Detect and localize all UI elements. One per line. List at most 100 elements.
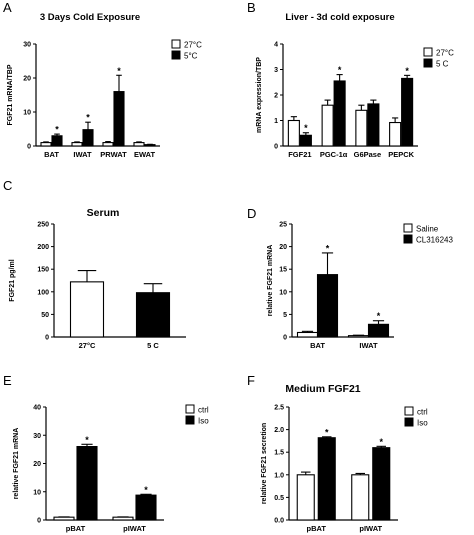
y-tick-label: 200 — [37, 244, 49, 251]
legend-swatch — [403, 234, 413, 244]
legend-swatch — [423, 47, 433, 57]
bar — [287, 119, 300, 147]
significance-marker: * — [85, 435, 89, 445]
y-tick-label: 2.5 — [274, 405, 284, 412]
x-tick-label: PGC-1α — [320, 150, 348, 159]
y-tick-label: 4 — [274, 42, 278, 49]
bar — [76, 445, 98, 521]
panel-letter: E — [3, 373, 12, 388]
bar — [69, 281, 105, 338]
significance-marker: * — [55, 125, 59, 135]
x-tick-label: pIWAT — [359, 524, 382, 533]
y-tick-label: 40 — [33, 405, 41, 412]
panel-letter: F — [247, 373, 255, 388]
y-tick-label: 0 — [283, 335, 287, 342]
y-tick-label: 0 — [37, 518, 41, 525]
y-tick-label: 250 — [37, 222, 49, 229]
bar — [347, 335, 370, 338]
legend-label: ctrl — [198, 406, 209, 415]
bar — [135, 292, 171, 338]
y-tick-label: 1.0 — [274, 472, 284, 479]
legend-swatch — [404, 406, 414, 416]
bar — [316, 274, 339, 338]
chart-title: Medium FGF21 — [285, 383, 360, 395]
significance-marker: * — [144, 485, 148, 495]
y-tick-label: 10 — [279, 289, 287, 296]
y-tick-label: 0 — [274, 144, 278, 151]
legend-label: 27°C — [436, 49, 454, 58]
legend-swatch — [171, 39, 181, 49]
significance-marker: * — [325, 427, 329, 437]
y-tick-label: 20 — [33, 461, 41, 468]
chart-title: 3 Days Cold Exposure — [40, 12, 140, 23]
bar — [299, 134, 312, 147]
bar — [135, 494, 157, 521]
y-tick-label: 20 — [23, 76, 31, 83]
legend-label: ctrl — [417, 408, 428, 417]
legend-label: 5 C — [436, 60, 449, 69]
y-tick-label: 25 — [279, 222, 287, 229]
panel-b: B Liver - 3d cold exposure 0 1 2 3 4 mRNA expre… — [247, 0, 454, 159]
bar — [333, 80, 346, 147]
y-axis-label: relative FGF21 mRNA — [13, 428, 20, 500]
y-tick-label: 3 — [274, 67, 278, 74]
y-tick-label: 150 — [37, 267, 49, 274]
legend-swatch — [171, 50, 181, 60]
legend-swatch — [404, 417, 414, 427]
y-tick-label: 0.5 — [274, 495, 284, 502]
y-tick-label: 15 — [279, 267, 287, 274]
x-tick-label: pBAT — [66, 524, 86, 533]
bar — [367, 323, 390, 338]
bar — [112, 516, 134, 521]
panel-a: A 3 Days Cold Exposure 0 10 20 30 FGF21 mRNA/T… — [3, 0, 202, 159]
significance-marker: * — [377, 311, 381, 321]
significance-marker: * — [304, 123, 308, 133]
x-tick-label: pBAT — [307, 524, 327, 533]
x-tick-label: FGF21 — [288, 150, 311, 159]
panel-letter: C — [3, 178, 12, 193]
y-tick-label: 0 — [45, 335, 49, 342]
y-axis-label: relative FGF21 secretion — [261, 423, 268, 504]
y-tick-label: 0.0 — [274, 518, 284, 525]
bar — [355, 109, 368, 147]
y-axis-label: FGF21 pg/ml — [9, 259, 16, 301]
bar — [296, 474, 315, 521]
significance-marker: * — [117, 66, 121, 76]
bar — [102, 142, 114, 147]
bar — [367, 103, 380, 147]
y-tick-label: 10 — [33, 489, 41, 496]
y-tick-label: 30 — [33, 433, 41, 440]
y-axis-label: FGF21 mRNA/TBP — [7, 64, 14, 125]
y-axis-label: relative FGF21 mRNA — [267, 245, 274, 317]
bar — [51, 135, 63, 147]
y-tick-label: 10 — [23, 110, 31, 117]
significance-marker: * — [338, 65, 342, 75]
significance-marker: * — [326, 243, 330, 253]
y-tick-label: 2.0 — [274, 427, 284, 434]
bar — [53, 516, 75, 521]
legend-label: 5°C — [184, 52, 198, 61]
x-tick-label: IWAT — [73, 150, 92, 159]
y-tick-label: 1.5 — [274, 450, 284, 457]
y-tick-label: 1 — [274, 118, 278, 125]
panel-letter: D — [247, 206, 256, 221]
y-tick-label: 5 — [283, 312, 287, 319]
x-tick-label: 5 C — [147, 341, 159, 350]
significance-marker: * — [86, 113, 90, 123]
x-tick-label: EWAT — [134, 150, 156, 159]
legend-swatch — [185, 404, 195, 414]
panel-e: E 0 10 20 30 40 relative FGF21 mRNA * pBAT * pIWAT… — [3, 373, 209, 533]
y-tick-label: 50 — [41, 312, 49, 319]
chart-title: Serum — [87, 207, 120, 219]
bar — [321, 104, 334, 147]
bar — [372, 447, 391, 521]
legend-swatch — [185, 415, 195, 425]
significance-marker: * — [379, 437, 383, 447]
significance-marker: * — [405, 66, 409, 76]
x-tick-label: BAT — [44, 150, 59, 159]
panel-letter: A — [3, 0, 12, 15]
bar — [82, 129, 94, 147]
x-tick-label: G6Pase — [354, 150, 382, 159]
panel-c: C Serum 0 50 100 150 200 250 FGF21 pg/ml 27°C 5 C — [3, 178, 186, 350]
